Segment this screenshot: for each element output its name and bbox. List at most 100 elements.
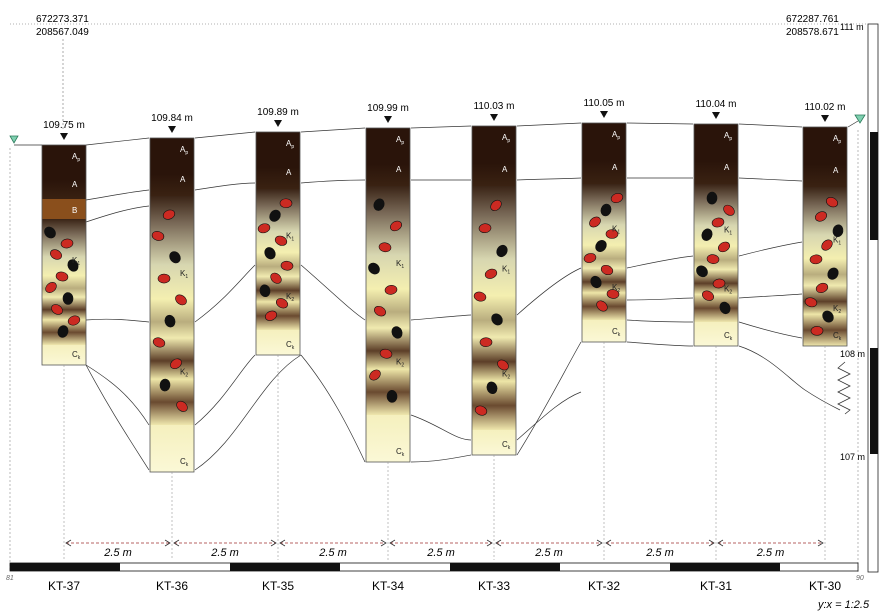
- black-concretion: [62, 292, 74, 305]
- horizon-label-a: A: [612, 163, 618, 172]
- black-concretion: [391, 326, 403, 339]
- black-concretion: [827, 267, 839, 280]
- elevation-marker: [60, 133, 68, 140]
- elevation-label: 109.75 m: [43, 120, 85, 131]
- red-concretion: [821, 239, 833, 251]
- red-concretion: [379, 348, 393, 359]
- profile-kt-34: Ap A K1 K2 Ck 109.99 m: [365, 103, 411, 560]
- red-concretion: [815, 282, 829, 293]
- horizon-ck: [694, 322, 738, 346]
- horizon-label-k2: K2: [833, 304, 841, 315]
- elevation-marker: [384, 116, 392, 123]
- spacing-label: 2.5 m: [645, 547, 674, 559]
- elevation-marker: [168, 126, 176, 133]
- spacing-arrow: [164, 539, 171, 547]
- black-concretion: [595, 240, 607, 252]
- red-concretion: [264, 310, 278, 321]
- black-concretion: [696, 265, 708, 278]
- elevation-marker: [600, 111, 608, 118]
- black-concretion: [600, 203, 612, 217]
- horizon-ap-a: [582, 123, 626, 184]
- red-concretion: [67, 315, 81, 326]
- red-concretion: [718, 241, 730, 253]
- elevation-label: 109.89 m: [257, 107, 299, 118]
- horizon-label-ck: Ck: [396, 447, 405, 458]
- horizon-label-ck: Ck: [286, 340, 295, 351]
- horizon-label-ap: Ap: [724, 131, 732, 142]
- profile-id-label: KT-30: [809, 579, 841, 593]
- red-concretion: [151, 231, 165, 241]
- horizon-label-a: A: [180, 175, 186, 184]
- horizon-b: [42, 199, 86, 219]
- horizon-label-ap: Ap: [180, 145, 188, 156]
- horizon-label-a: A: [72, 180, 78, 189]
- red-concretion: [596, 300, 608, 312]
- red-concretion: [706, 254, 720, 264]
- red-concretion: [484, 268, 498, 279]
- horizon-label-k2: K2: [286, 292, 294, 303]
- elevation-marker: [712, 112, 720, 119]
- profile-kt-35: Ap A K1 K2 Ck 109.89 m: [255, 107, 301, 560]
- red-concretion: [606, 289, 620, 299]
- spacing-label: 2.5 m: [103, 547, 132, 559]
- red-concretion: [384, 285, 398, 295]
- horizon-label-k1: K1: [286, 231, 294, 242]
- red-concretion: [804, 297, 818, 308]
- red-concretion: [712, 278, 726, 289]
- spacing-label: 2.5 m: [426, 547, 455, 559]
- horizon-ap-a: [42, 145, 86, 201]
- elevation-scale: 111 m 108 m 107 m: [837, 22, 879, 573]
- spacing-arrow: [279, 539, 286, 547]
- red-concretion: [279, 198, 293, 209]
- profile-columns: Ap A B K1 Ck 109.75 m Ap A K1 K2 Ck 109.84 m Ap A K1 K2…: [41, 98, 848, 560]
- horizon-label-ap: Ap: [612, 130, 620, 141]
- ratio-label: y:x = 1:2.5: [817, 599, 870, 611]
- red-concretion: [479, 337, 493, 348]
- red-concretion: [275, 298, 289, 309]
- red-concretion: [45, 282, 57, 293]
- red-concretion: [702, 290, 714, 301]
- spacing-arrow: [173, 539, 180, 547]
- spacing-arrow: [605, 539, 612, 547]
- spacing-label: 2.5 m: [318, 547, 347, 559]
- black-concretion: [719, 301, 731, 315]
- black-concretion: [57, 325, 69, 338]
- horizon-label-ap: Ap: [833, 134, 841, 145]
- red-concretion: [270, 272, 282, 284]
- red-concretion: [50, 249, 62, 260]
- profile-kt-37: Ap A B K1 Ck 109.75 m: [41, 120, 87, 560]
- profile-id-label: KT-37: [48, 579, 80, 593]
- profile-kt-30: Ap A K1 K2 Ck 110.02 m: [802, 102, 848, 560]
- elevation-label: 110.03 m: [474, 101, 515, 112]
- black-concretion: [373, 198, 385, 211]
- elevation-marker: [821, 115, 829, 122]
- horizon-label-b: B: [72, 206, 77, 215]
- red-concretion: [390, 220, 402, 232]
- black-concretion: [159, 378, 171, 392]
- red-concretion: [257, 223, 271, 234]
- spacing-label: 2.5 m: [534, 547, 563, 559]
- black-concretion: [832, 224, 844, 238]
- black-concretion: [44, 226, 56, 239]
- profile-labels: KT-37 KT-36 KT-35 KT-34 KT-33 KT-32 KT-31 KT-30: [48, 579, 841, 593]
- horizon-label-k1: K1: [502, 264, 510, 275]
- horizon-k: [150, 196, 194, 425]
- red-concretion: [474, 405, 488, 416]
- red-concretion: [473, 291, 487, 302]
- black-concretion: [164, 314, 176, 328]
- bottom-scale-bar: [9, 562, 859, 572]
- red-concretion: [280, 260, 294, 271]
- black-concretion: [269, 209, 281, 222]
- horizon-label-a: A: [833, 166, 839, 175]
- survey-marker-right: [854, 114, 866, 124]
- spacing-label: 2.5 m: [756, 547, 785, 559]
- red-concretion: [162, 209, 176, 220]
- horizon-label-ck: Ck: [724, 331, 733, 342]
- spacing-arrow: [596, 539, 603, 547]
- horizon-ap-a: [366, 128, 410, 186]
- coord-left-n: 208567.049: [36, 27, 89, 38]
- horizon-label-a: A: [396, 165, 402, 174]
- horizon-label-ck: Ck: [72, 350, 81, 361]
- spacing-arrow: [495, 539, 502, 547]
